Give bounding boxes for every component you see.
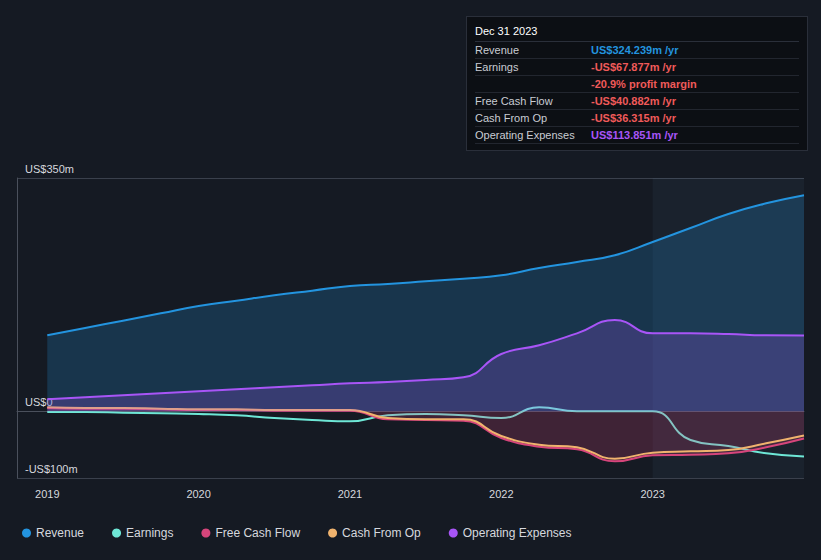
html-text:Revenue: Revenue xyxy=(475,44,519,56)
svg-text:Cash From Op: Cash From Op xyxy=(342,526,421,540)
html-text:Earnings: Earnings xyxy=(475,61,519,73)
html-text:-US$67.877m /yr: -US$67.877m /yr xyxy=(591,61,676,73)
html-text:Cash From Op: Cash From Op xyxy=(475,112,548,124)
svg-text:2022: 2022 xyxy=(489,488,513,500)
html-text:Dec 31 2023: Dec 31 2023 xyxy=(475,25,538,37)
svg-text:Revenue: Revenue xyxy=(36,526,84,540)
html-text:US$324.239m /yr: US$324.239m /yr xyxy=(591,44,679,56)
html-text:Operating Expenses: Operating Expenses xyxy=(475,129,575,141)
svg-text:US$350m: US$350m xyxy=(25,163,74,175)
svg-text:US$0: US$0 xyxy=(25,395,53,408)
svg-text:2023: 2023 xyxy=(640,488,664,500)
svg-text:2021: 2021 xyxy=(338,488,362,500)
svg-text:2020: 2020 xyxy=(186,488,210,500)
html-text:-US$36.315m /yr: -US$36.315m /yr xyxy=(591,112,676,124)
svg-text:Free Cash Flow: Free Cash Flow xyxy=(215,526,300,540)
html-text:US$113.851m /yr: US$113.851m /yr xyxy=(591,129,678,141)
svg-text:Operating Expenses: Operating Expenses xyxy=(463,526,572,540)
svg-text:Earnings: Earnings xyxy=(126,526,173,540)
svg-text:-US$100m: -US$100m xyxy=(25,463,78,475)
html-text:-US$40.882m /yr: -US$40.882m /yr xyxy=(591,95,676,107)
svg-text:2019: 2019 xyxy=(35,488,59,500)
html-text:-20.9% profit margin: -20.9% profit margin xyxy=(591,78,697,90)
html-text:Free Cash Flow: Free Cash Flow xyxy=(475,95,553,107)
